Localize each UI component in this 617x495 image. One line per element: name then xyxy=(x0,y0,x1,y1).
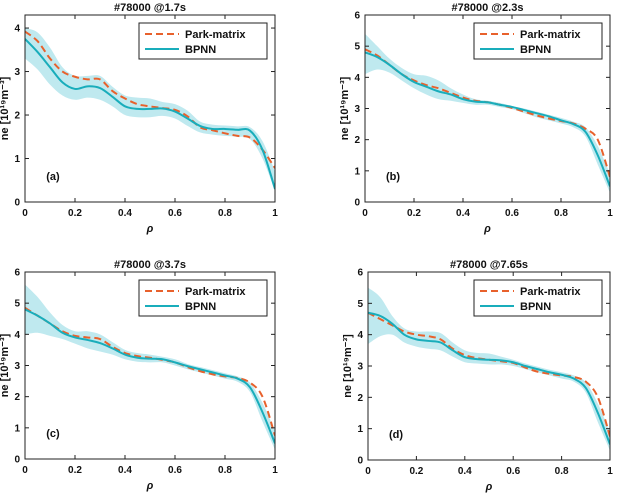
y-tick-label: 5 xyxy=(357,299,363,310)
legend-label: BPNN xyxy=(185,301,216,313)
x-tick-label: 0.2 xyxy=(68,208,82,219)
legend: Park-matrix BPNN xyxy=(138,22,268,60)
x-tick-label: 0.2 xyxy=(68,465,82,476)
y-tick-label: 5 xyxy=(354,42,360,53)
panel-label: (d) xyxy=(389,429,403,441)
x-tick-label: 1 xyxy=(272,465,278,476)
chart-title: #78000 @2.3s xyxy=(452,2,524,14)
panel-c: 0 0.2 0.4 0.6 0.8 1 0 1 2 3 4 5 6 #78000 @3.7s ρ ne [10… xyxy=(0,259,278,492)
series-line-bpnn xyxy=(365,51,610,187)
y-tick-label: 2 xyxy=(14,111,20,122)
legend-label: BPNN xyxy=(520,301,551,313)
y-tick-label: 0 xyxy=(14,198,20,209)
x-tick-label: 0.6 xyxy=(168,465,182,476)
y-tick-label: 6 xyxy=(14,268,20,279)
axes-box xyxy=(24,14,276,203)
x-tick-label: 0.6 xyxy=(505,208,519,219)
y-tick-label: 3 xyxy=(14,361,20,372)
chart-title: #78000 @7.65s xyxy=(450,259,528,271)
y-tick-label: 2 xyxy=(14,392,20,403)
y-tick-label: 1 xyxy=(357,424,363,435)
x-tick-label: 0.8 xyxy=(554,208,568,219)
panel-label: (a) xyxy=(46,171,60,183)
y-tick-label: 6 xyxy=(357,268,363,279)
panel-a: 0 0.2 0.4 0.6 0.8 1 0 1 2 3 4 #78000 @1.7s ρ ne [10¹⁹… xyxy=(0,2,278,235)
x-tick-label: 1 xyxy=(607,466,613,477)
x-tick-label: 0.4 xyxy=(456,208,470,219)
x-tick-label: 0.2 xyxy=(409,466,423,477)
legend-label: BPNN xyxy=(520,44,551,56)
y-tick-label: 3 xyxy=(357,362,363,373)
y-tick-label: 0 xyxy=(357,456,363,467)
y-tick-label: 1 xyxy=(14,154,20,165)
x-tick-label: 0.8 xyxy=(218,465,232,476)
x-tick-label: 0.8 xyxy=(218,208,232,219)
panel-label: (c) xyxy=(46,428,60,440)
x-tick-label: 0.8 xyxy=(555,466,569,477)
x-axis-label: ρ xyxy=(483,223,491,235)
y-tick-label: 4 xyxy=(357,330,363,341)
legend: Park-matrix BPNN xyxy=(473,22,603,60)
panel-b: 0 0.2 0.4 0.6 0.8 1 0 1 2 3 4 5 6 #78000 @2.3s ρ ne [10… xyxy=(339,2,613,235)
legend-label: Park-matrix xyxy=(185,29,246,41)
legend-box xyxy=(138,279,268,317)
legend: Park-matrix BPNN xyxy=(473,279,603,317)
y-tick-label: 1 xyxy=(14,423,20,434)
y-tick-label: 2 xyxy=(357,393,363,404)
chart-title: #78000 @1.7s xyxy=(114,2,186,14)
y-tick-label: 3 xyxy=(354,104,360,115)
x-axis-label: ρ xyxy=(485,481,493,493)
panel-label: (b) xyxy=(386,171,400,183)
y-tick-label: 5 xyxy=(14,299,20,310)
y-tick-label: 0 xyxy=(354,198,360,209)
legend: Park-matrix BPNN xyxy=(138,279,268,317)
y-axis-label: ne [10¹⁹m⁻³] xyxy=(0,333,11,397)
x-tick-label: 0.6 xyxy=(168,208,182,219)
y-tick-label: 0 xyxy=(14,455,20,466)
chart-title: #78000 @3.7s xyxy=(114,259,186,271)
y-tick-label: 6 xyxy=(354,11,360,22)
series-line-park-matrix xyxy=(25,30,275,169)
x-tick-label: 1 xyxy=(607,208,613,219)
x-tick-label: 0 xyxy=(22,465,28,476)
legend-box xyxy=(138,22,268,60)
x-tick-label: 1 xyxy=(272,208,278,219)
y-axis-label: ne [10¹⁹m⁻³] xyxy=(339,76,351,140)
legend-label: Park-matrix xyxy=(520,29,581,41)
legend-box xyxy=(473,279,603,317)
y-axis-label: ne [10¹⁹m⁻³] xyxy=(0,76,11,140)
x-tick-label: 0.6 xyxy=(506,466,520,477)
x-axis-label: ρ xyxy=(146,223,154,235)
x-tick-label: 0.4 xyxy=(118,465,132,476)
y-axis-label: ne [10¹⁹m⁻³] xyxy=(342,334,354,398)
series-line-bpnn xyxy=(25,308,275,444)
x-tick-label: 0.4 xyxy=(118,208,132,219)
x-tick-label: 0.4 xyxy=(458,466,472,477)
x-tick-label: 0 xyxy=(22,208,28,219)
panel-d: 0 0.2 0.4 0.6 0.8 1 0 1 2 3 4 5 6 #78000 @7.65s ρ ne [1… xyxy=(342,259,613,493)
series-line-bpnn xyxy=(368,311,610,445)
legend-label: Park-matrix xyxy=(520,286,581,298)
y-tick-label: 4 xyxy=(14,24,20,35)
legend-box xyxy=(473,22,603,60)
y-tick-label: 1 xyxy=(354,166,360,177)
x-tick-label: 0 xyxy=(365,466,371,477)
y-tick-label: 3 xyxy=(14,67,20,78)
x-axis-label: ρ xyxy=(146,480,154,492)
legend-label: Park-matrix xyxy=(185,286,246,298)
x-tick-label: 0.2 xyxy=(407,208,421,219)
series-line-bpnn xyxy=(25,38,275,190)
y-tick-label: 4 xyxy=(354,73,360,84)
x-tick-label: 0 xyxy=(362,208,368,219)
y-tick-label: 2 xyxy=(354,135,360,146)
legend-label: BPNN xyxy=(185,44,216,56)
y-tick-label: 4 xyxy=(14,330,20,341)
